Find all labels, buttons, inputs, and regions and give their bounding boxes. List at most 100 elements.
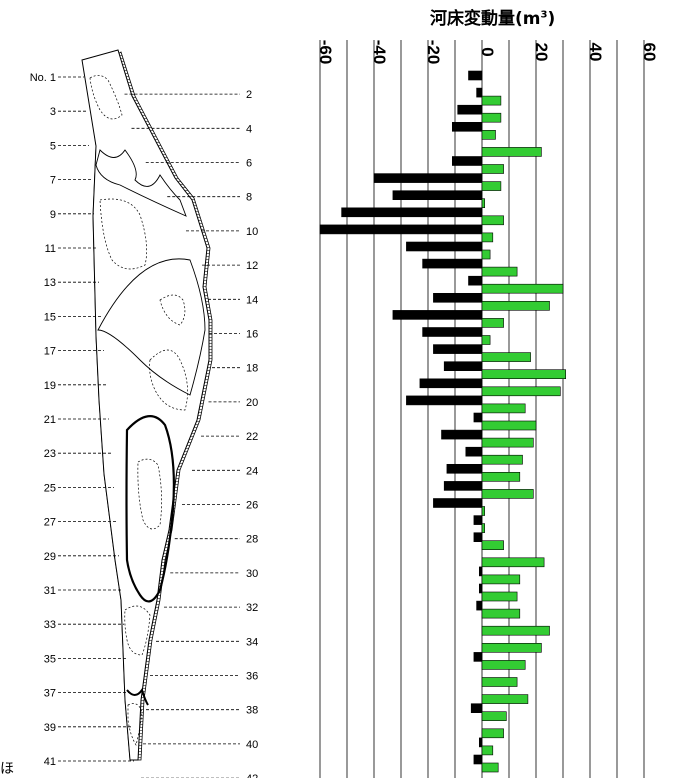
bar [481,454,523,465]
bar [433,292,483,303]
bar [481,164,504,174]
section-label-left: 19 [44,380,56,392]
section-label-right: 8 [246,192,252,204]
section-label-right: 38 [246,705,258,717]
bar [473,412,483,423]
bar [465,446,483,457]
bar [481,523,485,533]
bar [481,232,494,243]
bar [481,386,561,397]
bar [481,608,521,619]
bar [481,181,502,191]
section-label-left: 5 [50,140,56,152]
section-label-left: 33 [44,619,56,631]
bar [481,540,504,551]
river-planform-map [81,49,213,761]
bar [481,694,529,704]
bar [443,481,483,491]
bar [481,420,537,431]
main-channel-thick [125,415,175,603]
bar [481,215,504,226]
bar [451,122,483,132]
section-label-left: 13 [44,277,56,289]
section-label-left: 31 [44,585,56,597]
bar [392,190,483,200]
chart-bars [319,70,566,783]
bar [433,498,483,508]
bar [470,703,483,714]
section-label-right: 22 [246,431,258,443]
chart-title: 河床変動量(m3) [430,9,556,29]
lower-bend-thick [126,687,149,706]
bar [481,660,526,670]
bar [481,198,485,208]
section-label-left: 3 [50,106,56,118]
section-label-left: 37 [44,688,56,700]
section-label-right: 12 [246,260,258,272]
bar [481,677,518,687]
section-label-left: 41 [44,756,56,768]
section-label-right: 28 [246,534,258,546]
bar [481,300,550,311]
x-tick-label: -20 [424,40,443,65]
bar [481,745,494,756]
bar [478,566,483,577]
section-label-right: 24 [246,465,258,477]
section-label-right: 26 [246,500,258,512]
x-tick-label: -60 [316,40,335,65]
bar [473,754,483,765]
contour-1 [89,75,123,120]
section-label-left: No. 1 [30,72,56,84]
section-label-right: 20 [246,397,258,409]
contour-7 [127,703,143,746]
bar [481,591,518,602]
bar [481,557,545,568]
bar [481,762,499,773]
bar [473,532,483,543]
bar [481,728,504,739]
section-label-right: 2 [246,89,252,101]
bar [478,737,483,748]
bar [481,625,550,636]
bar [468,275,483,286]
bar [457,104,483,115]
bar [476,87,483,98]
bar [419,378,483,389]
bar [406,395,483,406]
section-label-left: 23 [44,448,56,460]
bar [406,241,483,252]
section-label-left: 35 [44,653,56,665]
bar [481,335,491,345]
section-label-right: 14 [246,294,258,306]
bar [319,224,483,235]
mid-bar-outline [97,258,206,396]
bar [481,711,507,722]
cropped-edge-text: ほ [0,761,14,777]
bar [481,489,534,499]
bar [473,515,483,525]
bar [392,310,483,320]
bar [451,156,483,166]
chart-tick-labels: -60 -40 -20 0 20 40 60 [316,40,659,65]
channel-outline [81,49,210,761]
bar [481,574,521,585]
x-tick-label: 40 [586,43,605,62]
contour-4 [149,349,188,411]
section-label-left: 17 [44,346,56,358]
bar [481,352,531,362]
x-tick-label: 20 [532,43,551,62]
section-label-left: 39 [44,722,56,734]
bar [373,173,483,183]
bar [481,112,502,123]
bar [481,369,566,380]
section-label-left: 29 [44,551,56,563]
bar [481,147,542,157]
section-label-left: 21 [44,414,56,426]
section-label-right: 30 [246,568,258,580]
bar [481,506,485,516]
contour-2 [99,198,147,270]
bar [478,583,483,594]
bar [481,403,526,414]
section-label-left: 15 [44,311,56,323]
